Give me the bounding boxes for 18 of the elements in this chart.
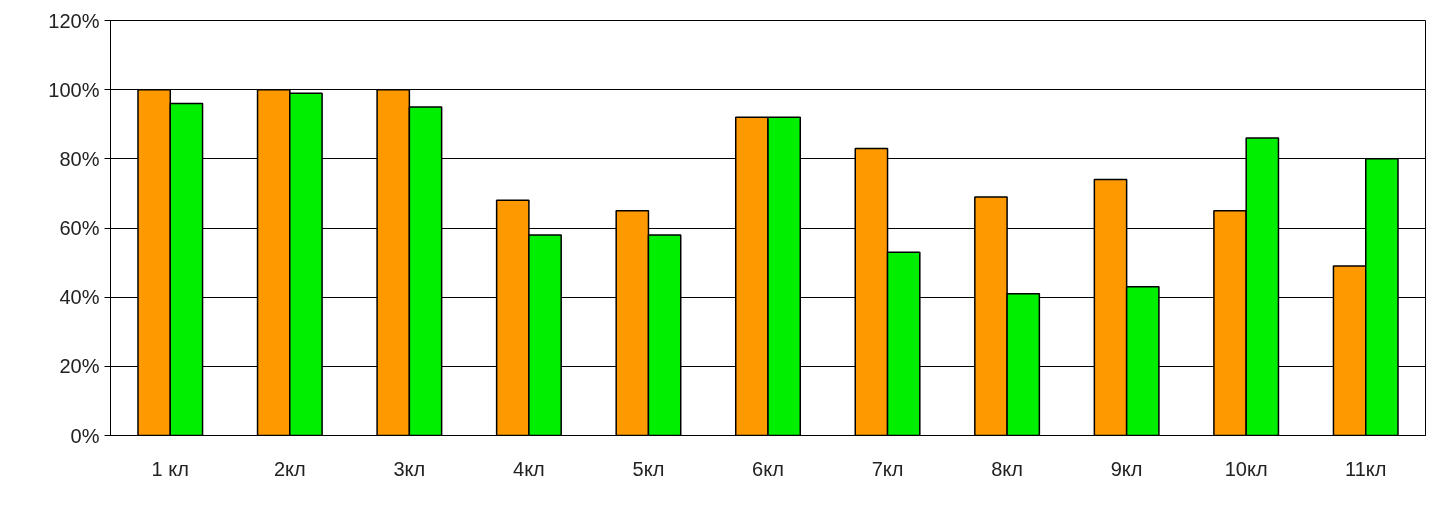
x-tick-label: 3кл <box>393 457 426 480</box>
y-tick-label: 20% <box>59 355 100 378</box>
y-tick-label: 60% <box>59 217 100 239</box>
x-tick-label: 1 кл <box>151 457 189 480</box>
y-tick-label: 0% <box>70 424 100 447</box>
y-tick-label: 40% <box>59 286 100 309</box>
y-tick-label: 120% <box>48 9 100 32</box>
x-tick-label: 7кл <box>871 457 904 480</box>
y-tick-label: 100% <box>48 78 100 101</box>
x-tick-label: 5кл <box>632 457 665 480</box>
x-tick-label: 9кл <box>1110 457 1143 480</box>
x-tick-label: 2кл <box>273 457 306 480</box>
x-tick-label: 4кл <box>513 457 545 480</box>
x-tick-label: 10кл <box>1224 457 1268 480</box>
y-tick-label: 80% <box>59 147 100 170</box>
x-tick-label: 8кл <box>991 457 1023 480</box>
x-tick-label: 11кл <box>1345 457 1387 480</box>
x-tick-label: 6кл <box>752 457 784 480</box>
